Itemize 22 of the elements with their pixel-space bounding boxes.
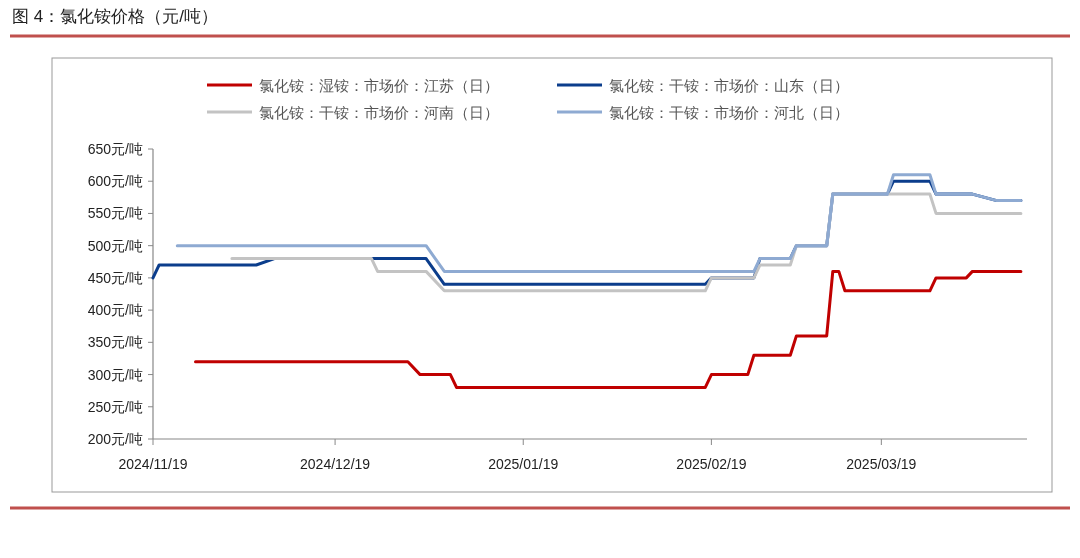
x-tick-label: 2025/02/19 <box>676 456 747 472</box>
y-tick-label: 300元/吨 <box>87 366 143 383</box>
y-tick-label: 400元/吨 <box>87 302 143 319</box>
y-tick-label: 450元/吨 <box>87 269 143 286</box>
y-tick-label: 550元/吨 <box>87 205 143 222</box>
x-tick-label: 2025/01/19 <box>488 456 559 472</box>
y-tick-label: 200元/吨 <box>87 431 143 447</box>
y-tick-label: 250元/吨 <box>87 398 143 415</box>
legend-label: 氯化铵：干铵：市场价：河南（日） <box>259 104 499 121</box>
x-tick-label: 2024/12/19 <box>300 456 371 472</box>
y-tick-label: 650元/吨 <box>87 141 143 157</box>
legend-label: 氯化铵：干铵：市场价：河北（日） <box>609 104 849 121</box>
x-tick-label: 2024/11/19 <box>118 456 188 472</box>
line-series <box>194 269 1023 389</box>
line-series <box>175 173 1023 273</box>
x-tick-label: 2025/03/19 <box>846 456 917 472</box>
y-tick-label: 600元/吨 <box>87 173 143 190</box>
y-tick-label: 350元/吨 <box>87 334 143 351</box>
legend-label: 氯化铵：湿铵：市场价：江苏（日） <box>259 77 499 94</box>
chart-title: 图 4：氯化铵价格（元/吨） <box>12 7 218 26</box>
legend-label: 氯化铵：干铵：市场价：山东（日） <box>609 77 849 94</box>
y-tick-label: 500元/吨 <box>87 237 143 254</box>
